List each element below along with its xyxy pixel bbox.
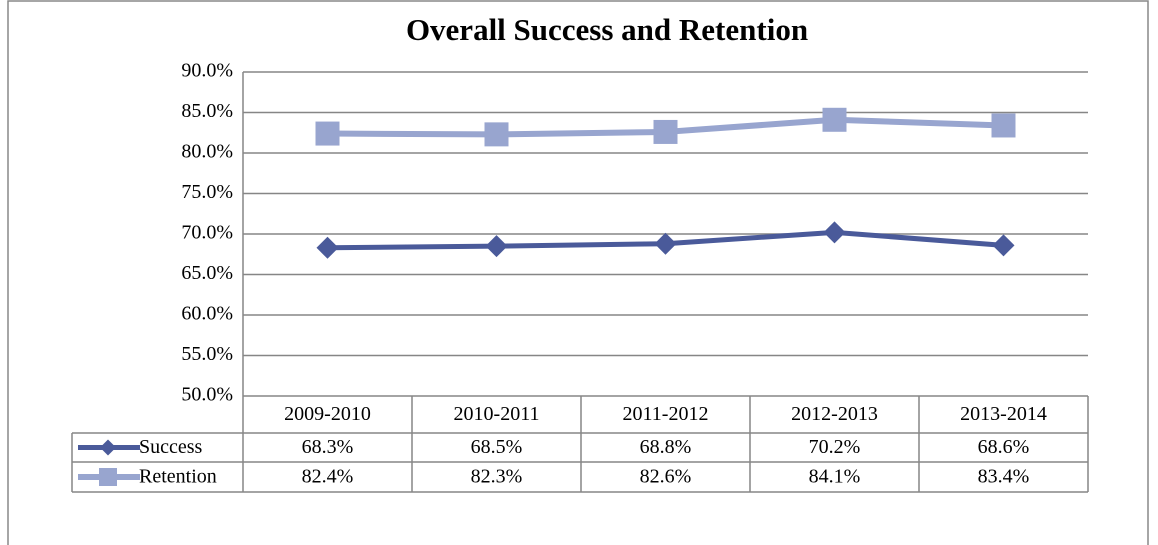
- legend-marker: [99, 468, 117, 486]
- table-value: 68.5%: [471, 436, 523, 458]
- marker: [822, 107, 847, 132]
- y-tick-label: 75.0%: [181, 181, 233, 203]
- table-value: 82.4%: [302, 466, 354, 488]
- legend-label: Retention: [139, 466, 217, 488]
- legend-label: Success: [139, 436, 203, 458]
- x-tick-label: 2013-2014: [960, 403, 1047, 425]
- y-tick-label: 55.0%: [181, 343, 233, 365]
- marker: [485, 235, 508, 258]
- marker: [484, 122, 509, 147]
- x-tick-label: 2009-2010: [284, 403, 371, 425]
- x-tick-label: 2010-2011: [454, 403, 540, 425]
- marker: [654, 232, 677, 255]
- table-value: 84.1%: [809, 466, 861, 488]
- x-tick-label: 2011-2012: [623, 403, 709, 425]
- legend-marker: [100, 439, 116, 456]
- table-value: 68.6%: [978, 436, 1030, 458]
- x-tick-label: 2012-2013: [791, 403, 878, 425]
- y-tick-label: 85.0%: [181, 100, 233, 122]
- marker: [991, 113, 1016, 138]
- y-tick-label: 60.0%: [181, 303, 233, 325]
- y-tick-label: 80.0%: [181, 141, 233, 163]
- marker: [315, 121, 340, 146]
- table-value: 68.8%: [640, 436, 692, 458]
- marker: [316, 236, 339, 259]
- table-value: 82.6%: [640, 466, 692, 488]
- y-tick-label: 65.0%: [181, 262, 233, 284]
- table-value: 82.3%: [471, 466, 523, 488]
- table-value: 70.2%: [809, 436, 861, 458]
- marker: [823, 221, 846, 244]
- chart-frame: [7, 0, 1149, 545]
- y-tick-label: 70.0%: [181, 222, 233, 244]
- marker: [992, 234, 1015, 257]
- table-value: 83.4%: [978, 466, 1030, 488]
- chart-title: Overall Success and Retention: [406, 12, 808, 47]
- y-tick-label: 50.0%: [181, 384, 233, 406]
- y-tick-label: 90.0%: [181, 60, 233, 82]
- marker: [653, 119, 678, 144]
- table-value: 68.3%: [302, 436, 354, 458]
